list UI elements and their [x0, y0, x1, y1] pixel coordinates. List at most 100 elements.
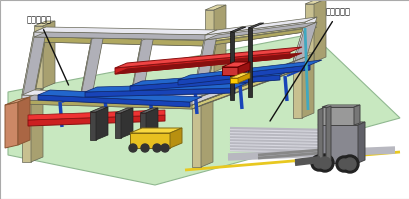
Polygon shape	[43, 21, 55, 88]
Polygon shape	[191, 62, 292, 105]
Circle shape	[338, 159, 348, 169]
Polygon shape	[130, 128, 182, 133]
Polygon shape	[292, 22, 316, 67]
Polygon shape	[121, 108, 133, 138]
Polygon shape	[22, 94, 31, 162]
Polygon shape	[170, 128, 182, 148]
Polygon shape	[353, 105, 359, 125]
Polygon shape	[80, 31, 104, 98]
Polygon shape	[321, 107, 353, 125]
Polygon shape	[80, 34, 104, 101]
Polygon shape	[22, 37, 46, 104]
Polygon shape	[22, 33, 46, 100]
Circle shape	[318, 157, 330, 169]
Polygon shape	[34, 32, 216, 40]
Polygon shape	[204, 27, 316, 46]
Polygon shape	[130, 32, 154, 99]
Polygon shape	[18, 97, 30, 145]
Polygon shape	[38, 95, 189, 107]
Polygon shape	[191, 62, 304, 105]
Polygon shape	[304, 0, 325, 4]
Polygon shape	[191, 35, 216, 105]
Polygon shape	[191, 37, 216, 105]
Polygon shape	[191, 63, 304, 105]
Polygon shape	[38, 90, 202, 102]
Polygon shape	[247, 23, 263, 28]
Polygon shape	[22, 32, 34, 100]
Polygon shape	[317, 108, 322, 165]
Circle shape	[315, 154, 333, 172]
Polygon shape	[28, 115, 164, 126]
Text: 吸盘吸钉管: 吸盘吸钉管	[27, 15, 68, 85]
Polygon shape	[229, 73, 249, 78]
Polygon shape	[22, 99, 204, 109]
Polygon shape	[130, 133, 170, 148]
Polygon shape	[213, 5, 225, 72]
Polygon shape	[115, 108, 133, 113]
Circle shape	[310, 155, 326, 171]
Polygon shape	[247, 28, 252, 97]
Polygon shape	[22, 95, 204, 105]
Circle shape	[343, 158, 355, 170]
Polygon shape	[139, 108, 157, 113]
Polygon shape	[115, 53, 301, 74]
Polygon shape	[321, 105, 359, 107]
Polygon shape	[130, 75, 279, 91]
Polygon shape	[90, 107, 108, 112]
Circle shape	[340, 155, 358, 173]
Polygon shape	[85, 83, 246, 92]
Polygon shape	[301, 53, 313, 118]
Polygon shape	[191, 99, 200, 167]
Polygon shape	[317, 122, 364, 125]
Polygon shape	[221, 67, 237, 75]
Polygon shape	[178, 60, 321, 80]
Polygon shape	[96, 107, 108, 140]
Polygon shape	[80, 36, 92, 101]
Polygon shape	[229, 78, 237, 83]
Polygon shape	[191, 41, 216, 109]
Polygon shape	[115, 47, 301, 68]
Polygon shape	[292, 53, 313, 58]
Polygon shape	[204, 28, 304, 46]
Polygon shape	[34, 26, 43, 88]
Polygon shape	[191, 30, 216, 100]
Circle shape	[335, 156, 351, 172]
Polygon shape	[31, 89, 43, 162]
Polygon shape	[22, 90, 204, 100]
Polygon shape	[204, 10, 213, 72]
Polygon shape	[5, 97, 30, 105]
Polygon shape	[325, 106, 330, 162]
Polygon shape	[191, 94, 213, 99]
Polygon shape	[204, 22, 304, 40]
Polygon shape	[357, 122, 364, 163]
Polygon shape	[191, 68, 292, 109]
Polygon shape	[221, 62, 249, 67]
Polygon shape	[34, 33, 216, 42]
Polygon shape	[229, 27, 245, 32]
Circle shape	[129, 144, 137, 152]
Polygon shape	[191, 42, 204, 109]
Polygon shape	[204, 23, 316, 42]
Polygon shape	[115, 113, 121, 138]
Polygon shape	[317, 125, 357, 163]
Polygon shape	[34, 27, 216, 35]
Polygon shape	[237, 62, 249, 75]
Polygon shape	[22, 95, 191, 105]
Polygon shape	[8, 34, 399, 185]
Polygon shape	[292, 22, 304, 67]
Polygon shape	[130, 70, 291, 86]
Polygon shape	[130, 37, 142, 102]
Polygon shape	[22, 100, 191, 109]
Polygon shape	[34, 37, 216, 46]
Polygon shape	[229, 32, 234, 100]
Polygon shape	[34, 21, 55, 26]
Circle shape	[161, 144, 169, 152]
Polygon shape	[292, 58, 301, 118]
Polygon shape	[34, 32, 204, 40]
Polygon shape	[191, 57, 304, 100]
Polygon shape	[130, 35, 154, 102]
Polygon shape	[178, 65, 309, 85]
Polygon shape	[5, 102, 18, 148]
Polygon shape	[204, 17, 316, 35]
Polygon shape	[34, 38, 204, 46]
